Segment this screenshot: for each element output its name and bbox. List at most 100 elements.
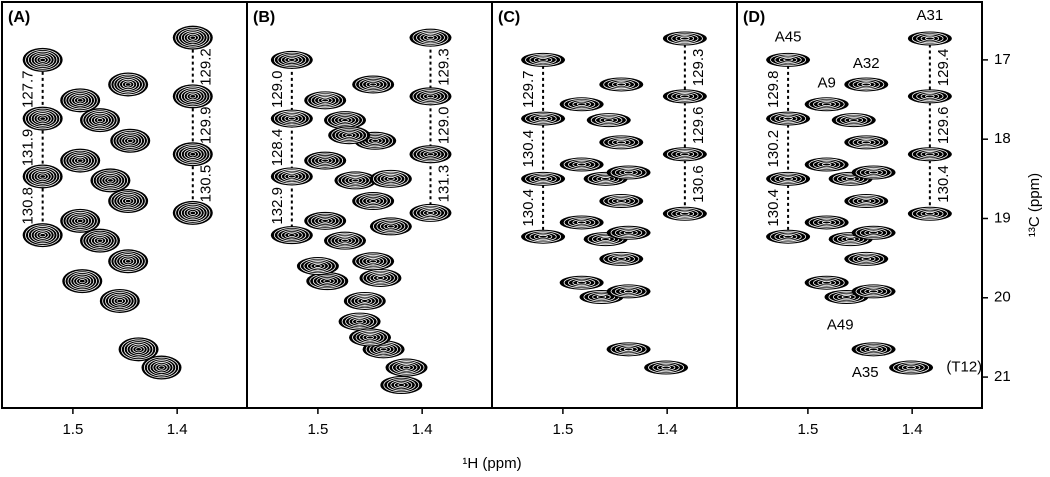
contour-ring <box>330 113 360 127</box>
peak-outer <box>304 91 347 110</box>
contour-ring <box>388 359 425 376</box>
contour-ring <box>861 257 872 261</box>
contour-ring <box>920 35 940 42</box>
peak-outer <box>889 360 934 375</box>
contour-ring <box>110 73 146 96</box>
contour-ring <box>33 170 52 182</box>
x-tick-label: 1.5 <box>552 421 573 438</box>
contour-ring <box>321 158 330 163</box>
coupling-label: 130.4 <box>520 189 537 227</box>
contour-ring <box>189 35 197 40</box>
contour-ring <box>152 362 171 374</box>
contour-ring <box>91 114 109 126</box>
contour-ring <box>423 150 438 158</box>
peak-outer <box>306 272 349 291</box>
peak-outer <box>521 111 566 126</box>
contour-ring <box>399 364 414 371</box>
peak-outer <box>599 77 644 92</box>
peak-outer <box>851 165 896 180</box>
peak <box>108 249 149 274</box>
contour-ring <box>864 169 883 176</box>
contour-ring <box>817 219 836 226</box>
contour-ring <box>379 221 402 232</box>
contour-ring <box>603 78 640 91</box>
contour-ring <box>101 174 120 186</box>
peak <box>270 109 313 128</box>
peak <box>349 328 392 347</box>
peak-outer <box>270 226 313 245</box>
peak <box>644 360 689 375</box>
contour-ring <box>596 235 615 243</box>
contour-ring <box>423 209 438 217</box>
contour-ring <box>671 149 699 159</box>
x-axis-label: ¹H (ppm) <box>462 455 521 472</box>
contour-ring <box>821 280 832 285</box>
contour-ring <box>383 175 399 183</box>
contour-ring <box>310 262 326 270</box>
contour-ring <box>68 93 93 108</box>
contour-ring <box>96 238 104 243</box>
contour-ring <box>27 167 58 186</box>
contour-ring <box>563 158 600 171</box>
peak-outer <box>766 171 811 186</box>
peak-outer <box>270 109 313 128</box>
peak <box>90 168 131 193</box>
coupling-label: 130.8 <box>20 187 37 225</box>
contour-ring <box>27 226 58 245</box>
contour-ring <box>277 228 307 242</box>
contour-ring <box>277 112 307 125</box>
contour-ring <box>855 285 892 298</box>
contour-ring <box>680 152 690 157</box>
contour-ring <box>671 209 699 219</box>
contour-ring <box>666 90 703 103</box>
contour-ring <box>186 209 199 217</box>
contour-ring <box>334 128 364 142</box>
contour-ring <box>183 32 202 44</box>
contour-ring <box>832 292 861 302</box>
contour-ring <box>273 168 310 185</box>
contour-ring <box>680 94 690 99</box>
contour-ring <box>680 36 690 41</box>
peak-outer <box>270 167 313 186</box>
peak-outer <box>338 312 381 331</box>
peak-outer <box>409 87 452 106</box>
contour-ring <box>911 90 948 103</box>
contour-ring <box>366 271 395 285</box>
contour-ring <box>770 53 807 66</box>
contour-ring <box>93 236 107 245</box>
peak-outer <box>804 157 849 172</box>
peak-outer <box>599 194 644 209</box>
contour-ring <box>67 272 97 291</box>
contour-ring <box>837 174 865 184</box>
peak <box>22 106 63 131</box>
contour-ring <box>416 31 445 45</box>
peak-label: A9 <box>817 75 835 92</box>
contour-ring <box>859 286 888 297</box>
plot-area: 127.7 131.9 130.8 129.2 129.9 130.5 <box>20 25 215 380</box>
contour-ring <box>529 174 557 184</box>
peak-outer <box>851 284 896 299</box>
peak <box>306 272 349 291</box>
contour-ring <box>920 151 940 158</box>
contour-ring <box>116 298 124 304</box>
contour-ring <box>607 196 635 206</box>
panel: 129.7 130.4 130.4 129.3 129.6 130.6 (C) 1.5 1.4 <box>491 1 738 438</box>
contour-ring <box>178 87 208 106</box>
contour-ring <box>88 233 112 248</box>
peak-outer <box>334 171 377 190</box>
contour-ring <box>122 257 135 266</box>
contour-ring <box>316 276 339 287</box>
panel: 129.0 128.4 132.9 129.3 129.0 131.3 (B) 1.5 1.4 <box>246 1 493 438</box>
coupling-label: 129.3 <box>690 49 707 87</box>
peak-outer <box>662 206 707 221</box>
contour-ring <box>770 112 807 125</box>
peak <box>851 165 896 180</box>
coupling-label: 130.6 <box>690 165 707 203</box>
contour-ring <box>314 155 337 166</box>
peak <box>338 312 381 331</box>
contour-ring <box>848 136 885 149</box>
peak-outer <box>409 203 452 222</box>
contour-ring <box>906 365 916 370</box>
peak-outer <box>349 328 392 347</box>
peak-outer <box>907 31 952 46</box>
